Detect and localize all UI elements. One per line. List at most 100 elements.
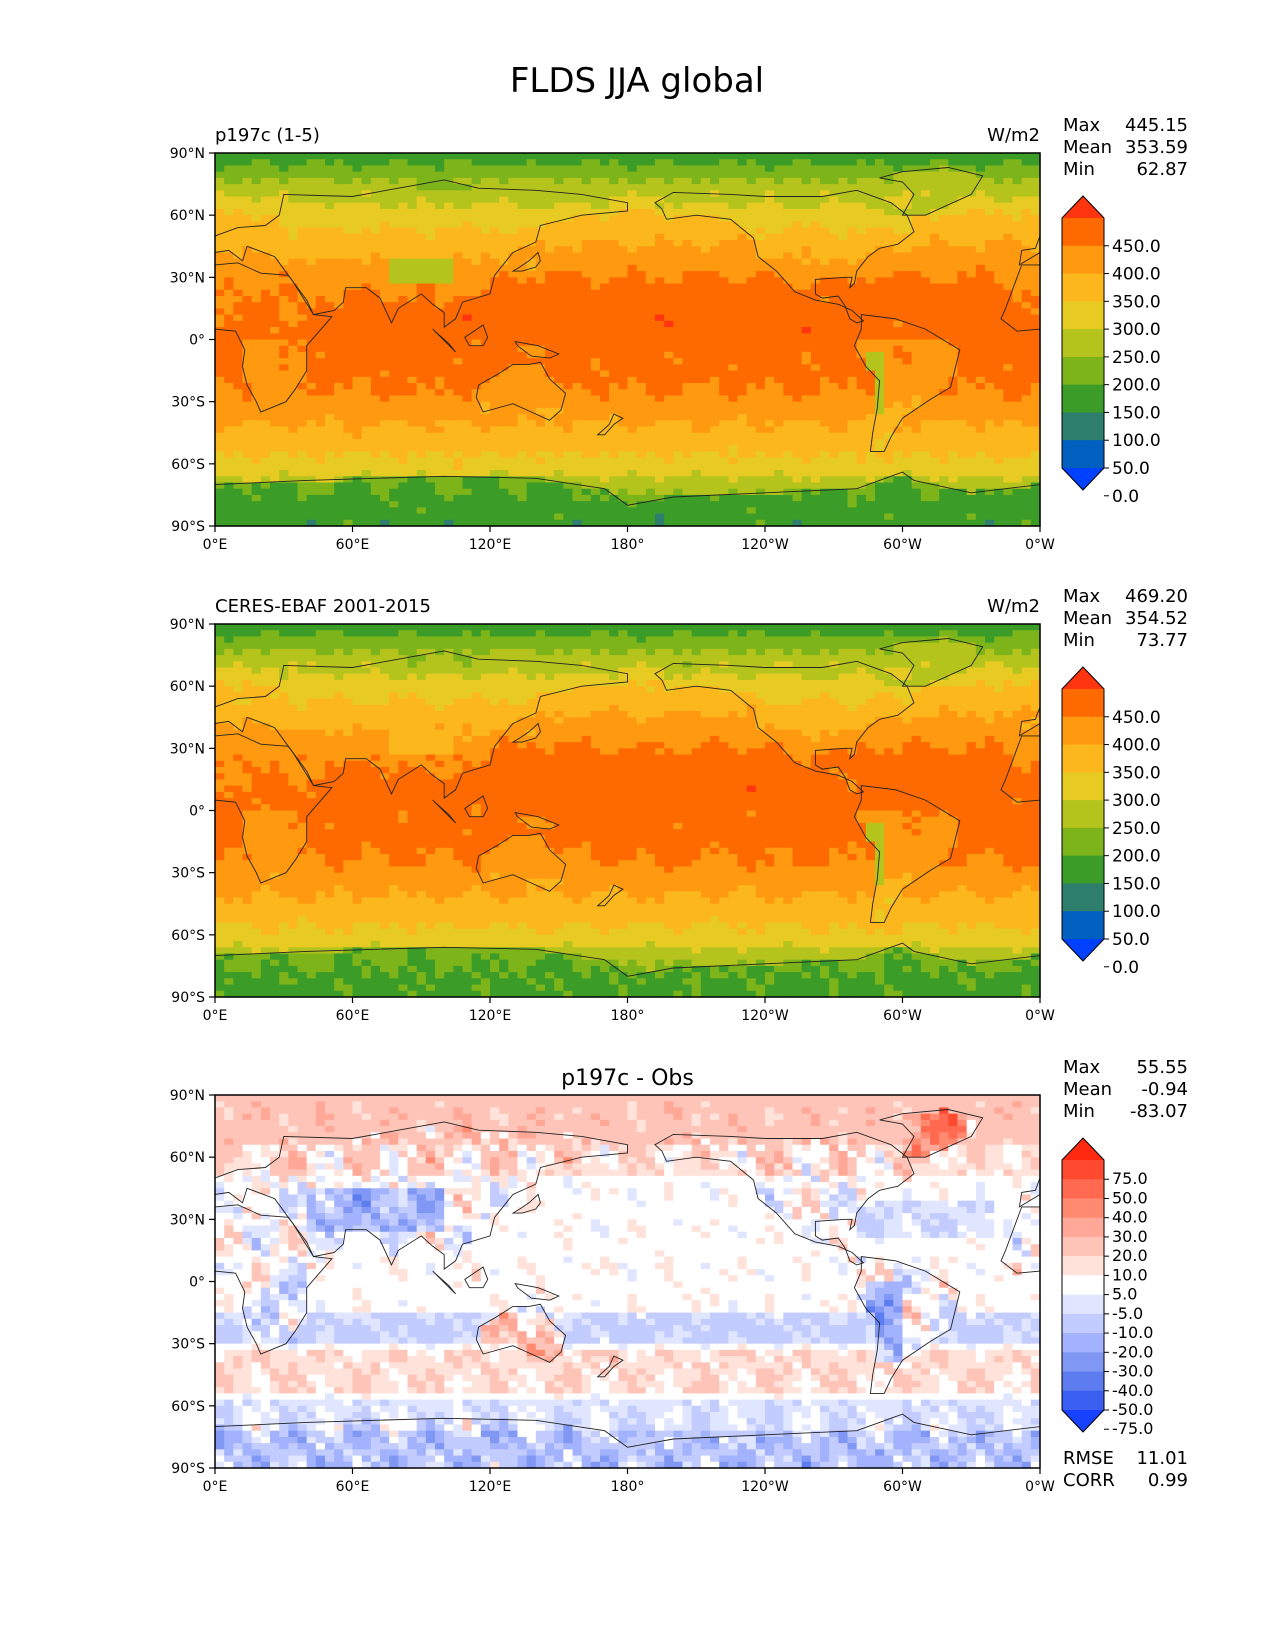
field-cell [352,153,363,160]
field-cell [728,345,739,353]
field-cell [856,395,867,403]
field-cell [389,295,399,303]
field-cell [755,401,766,409]
field-cell [920,438,931,446]
field-cell [526,457,537,465]
field-cell [948,438,959,446]
field-cell [526,202,537,210]
field-cell [490,457,500,465]
field-cell [572,401,583,409]
field-cell [783,445,794,452]
field-cell [251,240,262,247]
field-cell [251,295,262,303]
field-cell [435,258,445,266]
field-cell [645,438,656,446]
field-cell [930,314,940,322]
field-cell [948,470,959,477]
field-cell [911,426,922,434]
field-cell [215,246,225,254]
field-cell [343,414,354,421]
field-cell [389,252,399,260]
field-cell [627,389,638,397]
field-cell [719,308,729,316]
field-cell [215,389,225,397]
field-cell [471,190,482,198]
field-cell [306,345,317,353]
field-cell [535,463,546,471]
field-cell [875,432,885,440]
field-cell [600,258,610,266]
field-cell [801,277,812,285]
field-cell [224,208,234,216]
field-cell [645,383,656,390]
field-cell [526,370,537,378]
field-cell [306,271,317,278]
field-cell [865,246,876,254]
field-cell [435,283,445,291]
field-cell [343,432,354,440]
field-cell [966,283,977,291]
field-cell [590,208,601,216]
field-cell [480,240,491,247]
field-cell [572,320,583,328]
field-cell [380,488,390,496]
field-cell [279,246,289,254]
field-cell [435,153,445,160]
field-cell [315,426,326,434]
field-cell [343,426,354,434]
field-cell [334,165,344,173]
field-cell [664,314,674,322]
field-cell [462,308,473,316]
field-cell [462,283,473,291]
field-cell [636,320,647,328]
field-cell [306,233,317,241]
field-cell [975,258,986,266]
field-cell [682,302,693,310]
field-cell [407,426,418,434]
field-cell [957,358,968,365]
field-cell [361,202,372,210]
field-cell [645,320,656,328]
field-cell [425,470,436,477]
field-cell [260,184,271,191]
field-cell [590,476,601,484]
field-cell [682,196,693,204]
field-cell [490,407,500,415]
field-cell [526,426,537,434]
field-cell [930,358,940,365]
field-cell [535,470,546,477]
field-cell [224,395,234,403]
field-cell [288,426,299,434]
field-cell [242,252,253,260]
field-cell [673,314,684,322]
field-cell [1012,463,1023,471]
field-cell [737,351,748,359]
field-cell [1030,289,1041,297]
field-cell [407,383,418,390]
field-cell [425,271,436,278]
field-cell [361,482,372,490]
field-cell [1021,258,1032,266]
field-cell [801,190,812,198]
field-cell [655,345,665,353]
field-cell [572,208,583,216]
field-cell [343,258,354,266]
field-cell [251,482,262,490]
field-cell [545,159,555,167]
field-cell [911,165,922,173]
field-cell [948,295,959,303]
field-cell [288,271,299,278]
field-cell [370,277,381,285]
field-cell [765,370,775,378]
field-cell [737,327,748,334]
field-cell [755,171,766,179]
field-cell [334,389,344,397]
field-cell [911,302,922,310]
field-cell [462,395,473,403]
field-cell [508,153,519,160]
field-cell [700,208,711,216]
field-cell [875,482,885,490]
field-cell [416,351,427,359]
field-cell [343,383,354,390]
field-cell [435,302,445,310]
